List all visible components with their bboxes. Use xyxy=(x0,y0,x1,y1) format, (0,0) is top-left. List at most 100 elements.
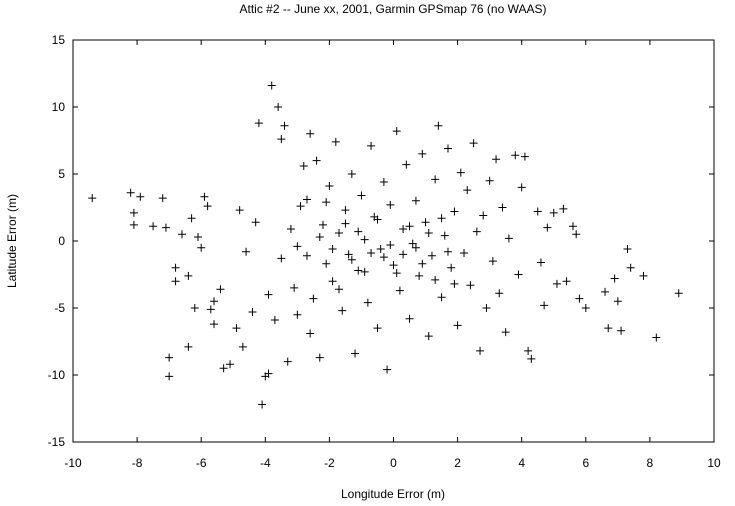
data-point xyxy=(418,259,427,268)
x-tick-label: -8 xyxy=(132,456,143,470)
data-point xyxy=(437,214,446,223)
data-point xyxy=(482,304,491,312)
data-point xyxy=(373,215,382,224)
data-point xyxy=(251,218,260,227)
chart-title: Attic #2 -- June xx, 2001, Garmin GPSmap… xyxy=(239,2,546,16)
data-point xyxy=(190,304,199,312)
data-point xyxy=(197,243,206,252)
x-tick-label: 4 xyxy=(518,456,525,470)
y-tick-label: 0 xyxy=(58,234,65,248)
data-point xyxy=(286,224,295,233)
data-point xyxy=(293,310,302,319)
data-point xyxy=(639,271,648,280)
data-point xyxy=(447,263,456,272)
data-point xyxy=(290,283,299,292)
data-point xyxy=(434,121,443,130)
data-point xyxy=(524,346,533,355)
data-point xyxy=(485,176,494,185)
data-point xyxy=(533,207,542,216)
data-point xyxy=(177,230,186,239)
data-point xyxy=(431,175,440,184)
data-point xyxy=(357,191,366,200)
data-point xyxy=(219,364,228,373)
data-point xyxy=(568,222,577,231)
data-point xyxy=(581,304,590,312)
data-point xyxy=(126,188,135,197)
data-point xyxy=(347,255,356,264)
data-point xyxy=(165,353,174,362)
data-point xyxy=(296,202,305,211)
data-point xyxy=(379,178,388,187)
data-point xyxy=(344,250,353,259)
data-point xyxy=(264,290,273,299)
data-point xyxy=(424,228,433,237)
data-point xyxy=(242,247,251,256)
data-point xyxy=(264,369,273,378)
data-point xyxy=(476,346,485,355)
data-point xyxy=(354,227,363,236)
x-tick-label: 2 xyxy=(454,456,461,470)
data-point xyxy=(129,208,138,217)
x-tick-label: 6 xyxy=(582,456,589,470)
data-point xyxy=(418,149,427,158)
data-point xyxy=(347,170,356,178)
data-point xyxy=(511,151,520,160)
data-point xyxy=(536,258,545,267)
data-point xyxy=(479,211,488,220)
data-point xyxy=(411,196,420,205)
data-point xyxy=(315,232,324,241)
y-tick-label: 15 xyxy=(52,33,66,47)
data-point xyxy=(88,194,97,203)
data-point xyxy=(171,277,180,286)
data-point xyxy=(463,186,472,195)
data-point xyxy=(354,266,363,275)
data-point xyxy=(440,231,449,240)
axis-ticks: -10 -8 -6 -4 -2 0 2 4 6 8 10 -15 -10 -5 0 5 10 15 xyxy=(48,33,721,470)
data-point xyxy=(335,228,344,237)
data-point xyxy=(312,156,321,165)
x-tick-label: 8 xyxy=(647,456,654,470)
data-point xyxy=(399,250,408,259)
data-point xyxy=(613,297,622,306)
y-tick-label: -15 xyxy=(48,435,66,449)
data-point xyxy=(623,245,632,254)
data-point xyxy=(549,208,558,217)
data-point xyxy=(443,247,452,256)
data-point xyxy=(171,263,180,272)
data-point xyxy=(248,308,257,317)
data-point xyxy=(200,192,209,201)
data-point xyxy=(540,301,549,310)
x-axis-label: Longitude Error (m) xyxy=(341,487,445,501)
data-point xyxy=(450,207,459,216)
data-point xyxy=(193,232,202,241)
data-point xyxy=(501,328,510,337)
data-point xyxy=(453,321,462,330)
data-point xyxy=(360,235,369,244)
data-point xyxy=(527,354,536,363)
data-point xyxy=(367,141,376,150)
data-point xyxy=(165,372,174,381)
data-point xyxy=(498,203,507,212)
data-point xyxy=(495,289,504,298)
data-point xyxy=(283,357,292,366)
data-point xyxy=(302,251,311,260)
y-tick-label: 10 xyxy=(52,100,66,114)
data-point xyxy=(267,81,276,90)
data-point xyxy=(238,342,247,351)
data-point xyxy=(466,281,475,290)
data-point xyxy=(254,119,263,128)
data-point xyxy=(456,168,465,177)
data-point xyxy=(203,202,212,211)
data-point xyxy=(136,192,145,201)
data-point xyxy=(389,261,398,270)
y-axis-label: Latitude Error (m) xyxy=(5,194,19,288)
data-point xyxy=(328,245,337,254)
data-point xyxy=(341,219,350,228)
data-point xyxy=(472,227,481,236)
data-point xyxy=(338,306,347,315)
data-point xyxy=(424,332,433,341)
data-point xyxy=(187,214,196,223)
data-point xyxy=(235,206,244,215)
data-point xyxy=(552,279,561,288)
